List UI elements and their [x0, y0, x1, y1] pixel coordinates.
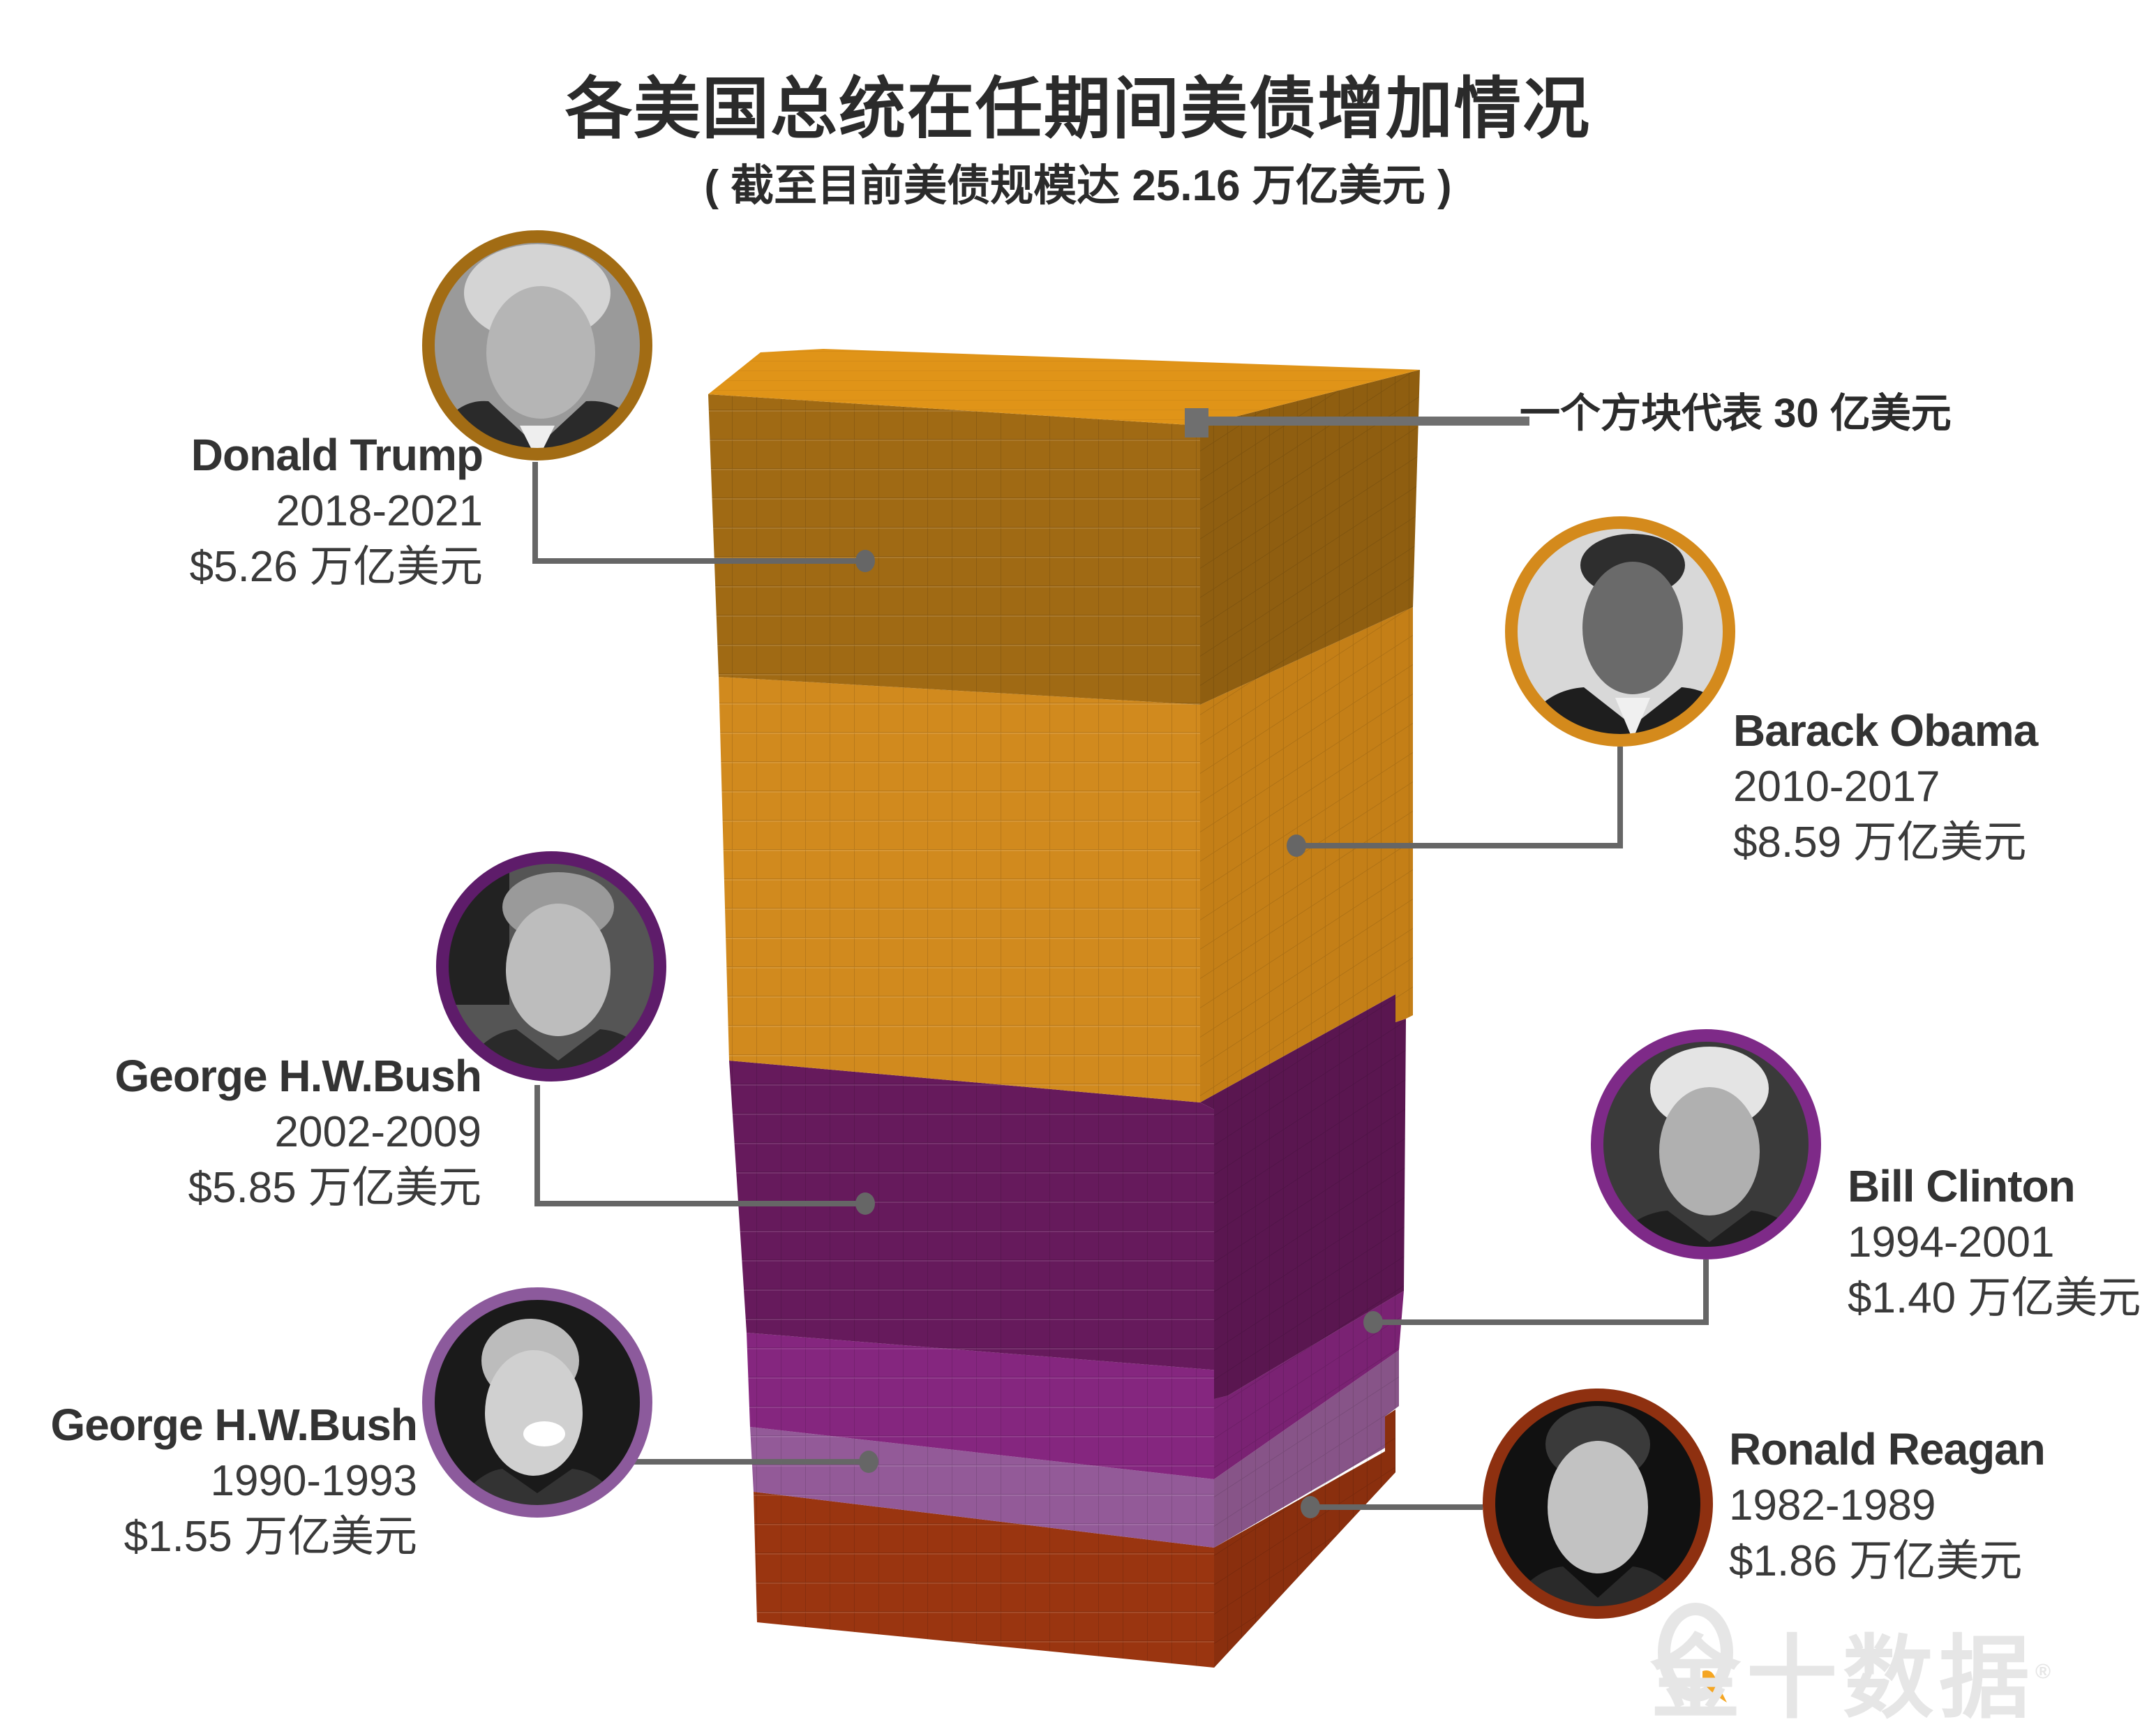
portrait-clinton — [1591, 1029, 1821, 1259]
debt-amount: $1.40 万亿美元 — [1848, 1274, 2141, 1322]
watermark: 金十数据® — [1650, 1605, 2056, 1736]
rocket-logo-icon — [1658, 1603, 1733, 1703]
layer-clinton — [747, 1291, 1404, 1479]
chart-title: 各美国总统在任期间美债增加情况 — [565, 72, 1591, 147]
connector-bush-jr — [534, 1085, 875, 1215]
registered-mark: ® — [2035, 1660, 2057, 1684]
portrait-ring — [422, 230, 652, 461]
label-clinton: Bill Clinton 1994-2001 $1.40 万亿美元 — [1848, 1164, 2155, 1333]
label-bush-sr: George H.W.Bush 1990-1993 $1.55 万亿美元 — [0, 1400, 419, 1571]
debt-amount: $1.86 万亿美元 — [1729, 1537, 2023, 1585]
term-years: 2010-2017 — [1733, 763, 1940, 811]
label-obama: Barack Obama 2010-2017 $8.59 万亿美元 — [1733, 708, 2152, 877]
label-reagan: Ronald Reagan 1982-1989 $1.86 万亿美元 — [1729, 1427, 2148, 1596]
term-years: 2002-2009 — [274, 1108, 482, 1156]
debt-amount: $1.55 万亿美元 — [123, 1513, 417, 1561]
label-bush-jr: George H.W.Bush 2002-2009 $5.85 万亿美元 — [42, 1051, 483, 1222]
president-name: Donald Trump — [190, 430, 484, 480]
debt-amount: $5.26 万亿美元 — [189, 543, 483, 591]
connectors — [532, 462, 1709, 1518]
debt-amount: $5.85 万亿美元 — [188, 1164, 481, 1212]
president-name: George H.W.Bush — [50, 1400, 419, 1450]
single-block-icon — [1185, 408, 1208, 437]
connector-obama — [1287, 747, 1623, 857]
connector-reagan — [1301, 1496, 1483, 1518]
legend-text: 一个方块代表 30 亿美元 — [1520, 391, 1952, 436]
portrait-obama — [1505, 516, 1735, 747]
term-years: 1994-2001 — [1848, 1218, 2055, 1266]
watermark-text: 金十数据 — [1650, 1627, 2036, 1729]
president-name: Bill Clinton — [1848, 1161, 2076, 1211]
marker-dot-icon — [855, 1192, 875, 1215]
portrait-ring — [1591, 1029, 1821, 1259]
portrait-ring — [1483, 1389, 1713, 1619]
legend-callout — [1185, 408, 1529, 437]
term-years: 2018-2021 — [276, 487, 484, 535]
portrait-bush-sr — [422, 1287, 652, 1518]
marker-dot-icon — [855, 550, 875, 572]
marker-dot-icon — [859, 1451, 878, 1473]
debt-amount: $8.59 万亿美元 — [1733, 818, 2027, 867]
chart-subtitle: ( 截至目前美债规模达 25.16 万亿美元 ) — [704, 162, 1452, 210]
layer-bush-jr — [729, 994, 1406, 1399]
portrait-ring — [422, 1287, 652, 1518]
debt-cube — [708, 349, 1420, 1668]
marker-dot-icon — [1301, 1496, 1320, 1518]
connector-clinton — [1363, 1259, 1709, 1333]
president-name: Barack Obama — [1733, 705, 2038, 756]
portrait-ring — [436, 851, 666, 1082]
marker-dot-icon — [1363, 1311, 1383, 1333]
president-name: Ronald Reagan — [1729, 1424, 2046, 1474]
portrait-trump — [422, 230, 652, 461]
label-trump: Donald Trump 2018-2021 $5.26 万亿美元 — [98, 430, 484, 601]
president-name: George H.W.Bush — [114, 1051, 483, 1101]
term-years: 1982-1989 — [1729, 1481, 1936, 1529]
marker-dot-icon — [1287, 835, 1306, 857]
term-years: 1990-1993 — [210, 1457, 418, 1505]
portrait-bush-jr — [436, 851, 666, 1082]
connector-bush-sr — [631, 1451, 878, 1473]
layer-obama — [719, 607, 1413, 1102]
legend-connector-line — [1207, 417, 1529, 426]
portrait-ring — [1505, 516, 1735, 747]
layer-trump — [708, 349, 1420, 705]
connector-trump — [532, 462, 875, 572]
portrait-reagan — [1483, 1389, 1713, 1619]
